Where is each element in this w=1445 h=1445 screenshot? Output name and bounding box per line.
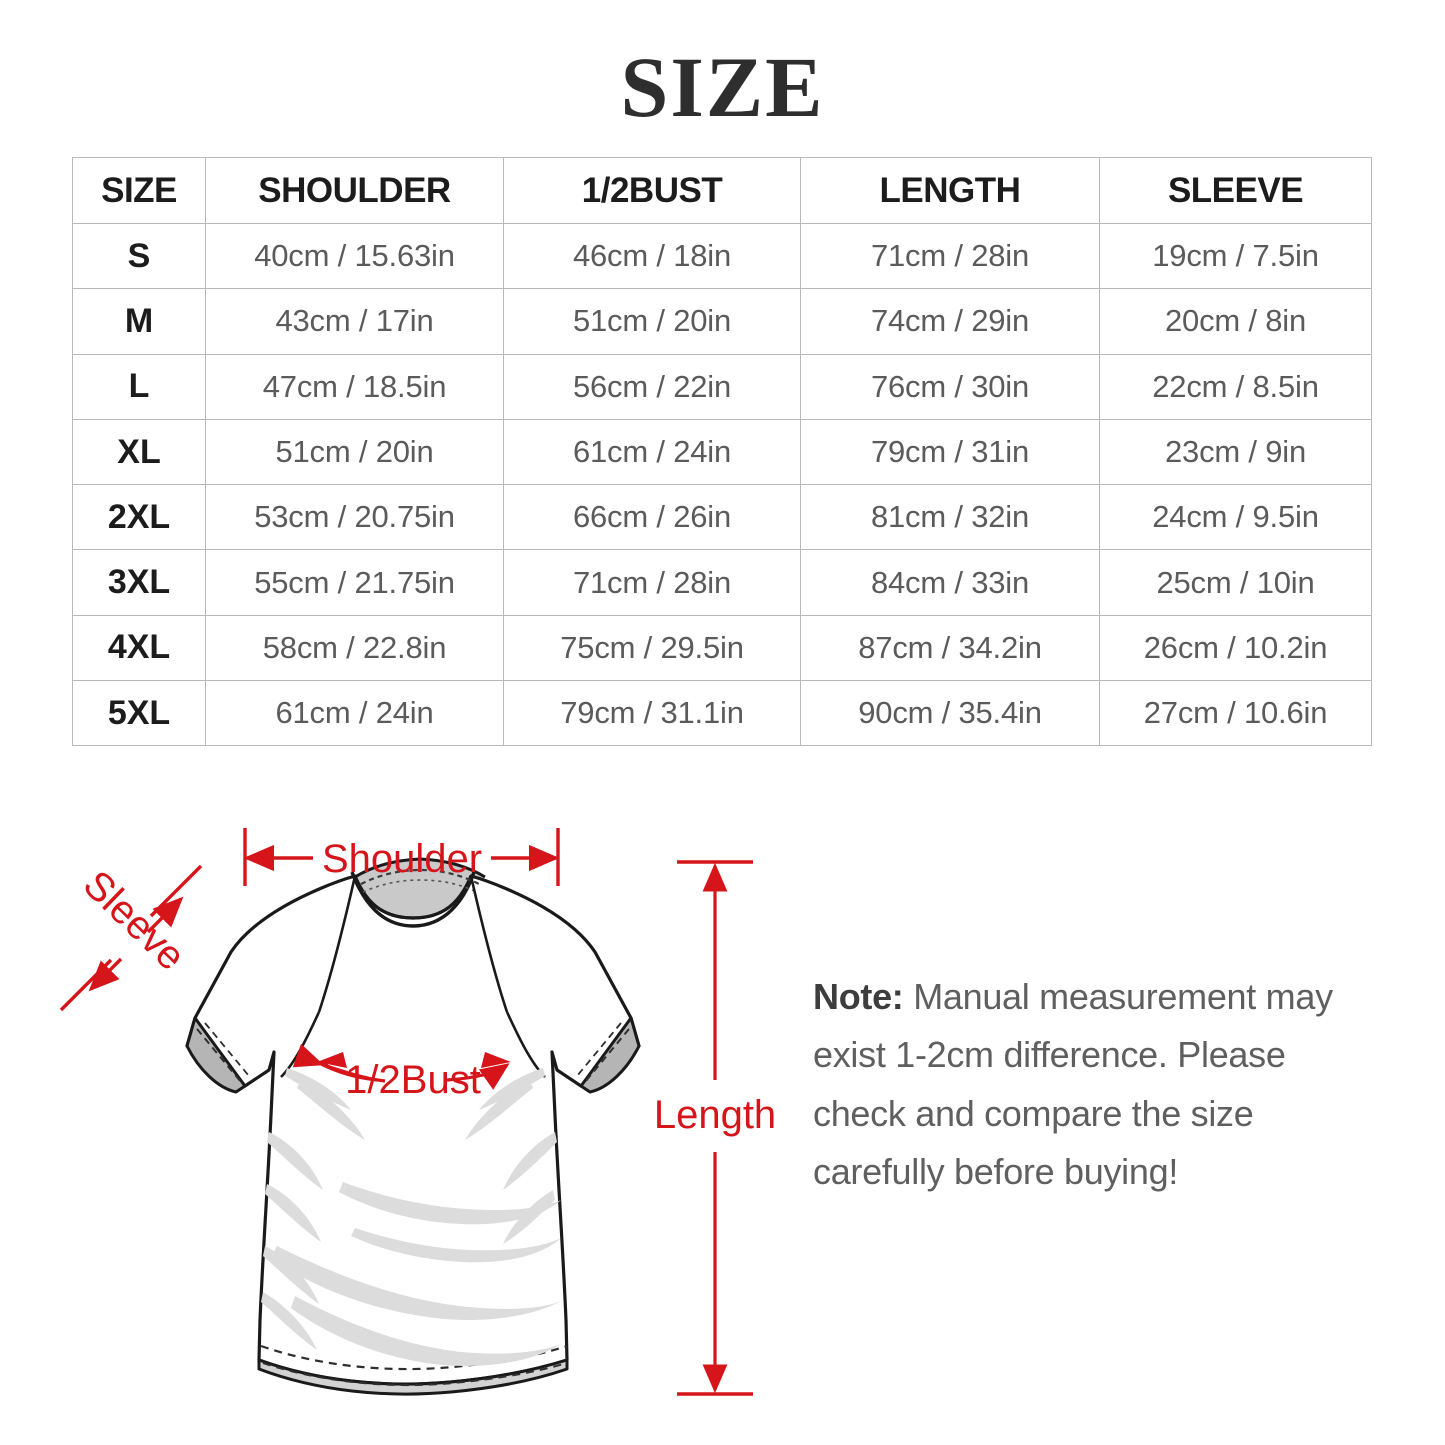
column-header-sleeve: SLEEVE — [1099, 157, 1372, 224]
cell-shoulder: 55cm / 21.75in — [205, 549, 504, 616]
bust-line-left — [320, 1062, 378, 1082]
cell-bust: 56cm / 22in — [503, 353, 801, 420]
tshirt-measurement-diagram: Shoulder Sleeve 1/2Bust — [55, 780, 815, 1430]
cell-length: 84cm / 33in — [800, 549, 1100, 616]
cell-bust: 66cm / 26in — [503, 484, 801, 551]
table-row: XL 51cm / 20in 61cm / 24in 79cm / 31in 2… — [72, 418, 1372, 486]
size-table: SIZE SHOULDER 1/2BUST LENGTH SLEEVE S 40… — [72, 157, 1372, 747]
cell-sleeve: 20cm / 8in — [1099, 288, 1372, 355]
hem-stitch-bottom — [262, 1362, 568, 1387]
cell-shoulder: 47cm / 18.5in — [205, 353, 504, 420]
cell-shoulder: 53cm / 20.75in — [205, 484, 504, 551]
cell-shoulder: 58cm / 22.8in — [205, 614, 504, 682]
cell-sleeve: 26cm / 10.2in — [1099, 614, 1372, 682]
shoulder-annotation: Shoulder — [243, 828, 560, 886]
cell-sleeve: 27cm / 10.6in — [1099, 680, 1372, 747]
cell-length: 79cm / 31in — [800, 418, 1100, 486]
tshirt-illustration — [185, 857, 641, 1396]
length-label: Length — [654, 1093, 776, 1137]
collar-stitch-2 — [362, 879, 478, 893]
cell-size: S — [72, 222, 206, 290]
sleeve-annotation: Sleeve — [59, 862, 203, 1012]
cell-size: L — [72, 353, 206, 420]
note-prefix: Note: — [813, 976, 904, 1017]
shoulder-seam-right — [469, 875, 509, 1013]
column-header-length: LENGTH — [800, 157, 1100, 224]
cell-bust: 46cm / 18in — [503, 222, 801, 290]
column-header-size: SIZE — [72, 157, 206, 224]
cell-length: 90cm / 35.4in — [800, 680, 1100, 747]
table-row: S 40cm / 15.63in 46cm / 18in 71cm / 28in… — [72, 222, 1372, 290]
bust-head-left — [317, 1052, 347, 1068]
cell-length: 71cm / 28in — [800, 222, 1100, 290]
sleeve-label: Sleeve — [75, 862, 194, 979]
cell-length: 76cm / 30in — [800, 353, 1100, 420]
cell-size: XL — [72, 418, 206, 486]
cell-bust: 75cm / 29.5in — [503, 614, 801, 682]
sleeve-tick-bottom — [59, 958, 113, 1012]
column-header-shoulder: SHOULDER — [205, 157, 504, 224]
cell-shoulder: 61cm / 24in — [205, 680, 504, 747]
table-row: M 43cm / 17in 51cm / 20in 74cm / 29in 20… — [72, 288, 1372, 355]
length-annotation: Length — [654, 860, 776, 1396]
shoulder-seam-left — [317, 875, 357, 1013]
bust-head-right — [481, 1052, 511, 1068]
table-header-row: SIZE SHOULDER 1/2BUST LENGTH SLEEVE — [72, 157, 1372, 224]
bust-arrow-right-line — [446, 1063, 510, 1090]
cell-shoulder: 40cm / 15.63in — [205, 222, 504, 290]
column-header-bust: 1/2BUST — [503, 157, 801, 224]
cell-bust: 71cm / 28in — [503, 549, 801, 616]
cuff-left-inner — [185, 1016, 247, 1094]
cell-sleeve: 24cm / 9.5in — [1099, 484, 1372, 551]
note-block: Note: Manual measurement may exist 1-2cm… — [813, 968, 1383, 1201]
cell-length: 74cm / 29in — [800, 288, 1100, 355]
cell-size: 2XL — [72, 484, 206, 551]
cuff-right-inner — [579, 1016, 641, 1094]
cell-length: 87cm / 34.2in — [800, 614, 1100, 682]
cell-shoulder: 51cm / 20in — [205, 418, 504, 486]
cell-sleeve: 19cm / 7.5in — [1099, 222, 1372, 290]
table-row: 2XL 53cm / 20.75in 66cm / 26in 81cm / 32… — [72, 484, 1372, 551]
cell-shoulder: 43cm / 17in — [205, 288, 504, 355]
cell-bust: 61cm / 24in — [503, 418, 801, 486]
sleeve-tick-top — [149, 864, 203, 918]
page-title: SIZE — [620, 39, 825, 135]
cell-bust: 51cm / 20in — [503, 288, 801, 355]
cell-size: 3XL — [72, 549, 206, 616]
table-row: 5XL 61cm / 24in 79cm / 31.1in 90cm / 35.… — [72, 680, 1372, 747]
cell-size: 4XL — [72, 614, 206, 682]
neckline-outer — [353, 875, 473, 920]
cell-sleeve: 25cm / 10in — [1099, 549, 1372, 616]
fabric-shading — [261, 1068, 563, 1366]
table-row: 4XL 58cm / 22.8in 75cm / 29.5in 87cm / 3… — [72, 614, 1372, 682]
cell-size: 5XL — [72, 680, 206, 747]
cell-sleeve: 22cm / 8.5in — [1099, 353, 1372, 420]
sleeve-arrow-down — [88, 957, 123, 992]
sleeve-arrow-up — [146, 896, 184, 934]
cell-length: 81cm / 32in — [800, 484, 1100, 551]
bust-label: 1/2Bust — [345, 1058, 481, 1102]
table-row: L 47cm / 18.5in 56cm / 22in 76cm / 30in … — [72, 353, 1372, 420]
hem-stitch-top — [260, 1344, 568, 1371]
neckline-band — [350, 871, 476, 928]
shoulder-label: Shoulder — [322, 837, 482, 881]
cell-size: M — [72, 288, 206, 355]
table-row: 3XL 55cm / 21.75in 71cm / 28in 84cm / 33… — [72, 549, 1372, 616]
cell-sleeve: 23cm / 9in — [1099, 418, 1372, 486]
cell-bust: 79cm / 31.1in — [503, 680, 801, 747]
bust-annotation: 1/2Bust — [292, 1043, 511, 1102]
collar-back-edge — [354, 857, 486, 879]
note-text: Manual measurement may exist 1-2cm diffe… — [813, 976, 1333, 1192]
